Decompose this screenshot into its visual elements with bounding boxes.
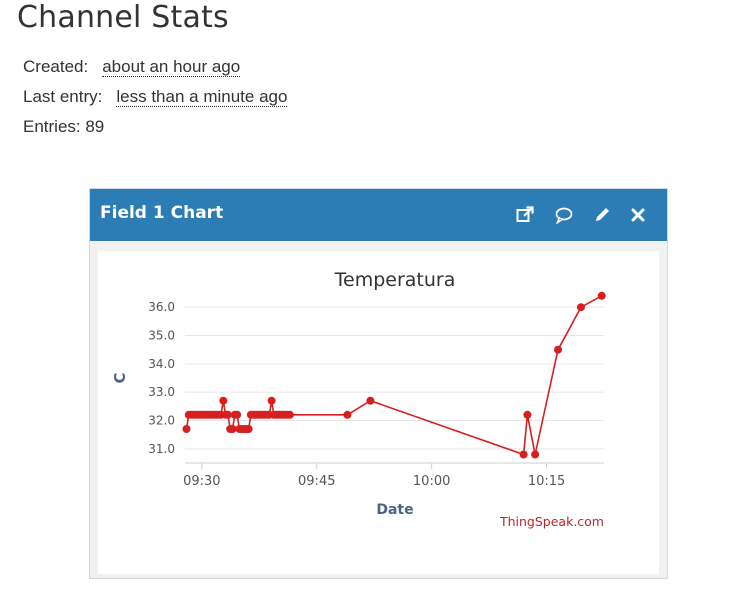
data-point[interactable]: [597, 291, 606, 300]
entries-count: Entries: 89: [23, 117, 105, 136]
temperature-chart: 31.0 32.0 33.0 34.0 35.0 36.0 09:30 09:45 10:00…: [111, 269, 606, 529]
y-tick-label: 34.0: [148, 357, 175, 371]
data-point[interactable]: [554, 345, 562, 354]
panel-header: Field 1 Chart: [90, 189, 667, 241]
panel-title: Field 1 Chart: [100, 203, 224, 223]
pencil-icon[interactable]: [592, 205, 612, 225]
last-entry-value: less than a minute ago: [116, 87, 288, 107]
data-point[interactable]: [233, 410, 242, 419]
created-row: Created: about an hour ago: [23, 52, 287, 82]
page-title: Channel Stats: [17, 0, 229, 35]
channel-stats: Created: about an hour ago Last entry: les…: [23, 52, 288, 142]
x-tick-label: 09:45: [298, 474, 335, 489]
data-point[interactable]: [228, 425, 237, 433]
close-icon[interactable]: [628, 205, 648, 225]
data-point[interactable]: [182, 425, 191, 433]
data-point[interactable]: [366, 396, 375, 405]
created-label: Created:: [23, 57, 89, 76]
x-tick-label: 10:00: [413, 474, 450, 489]
y-tick-label: 32.0: [148, 414, 175, 428]
data-point[interactable]: [223, 410, 232, 419]
x-tick-label: 10:15: [528, 474, 565, 489]
y-tick-label: 35.0: [148, 329, 175, 343]
external-link-icon[interactable]: [515, 205, 535, 225]
data-point[interactable]: [343, 410, 352, 419]
x-axis-label: Date: [376, 502, 413, 518]
data-point[interactable]: [285, 410, 294, 419]
created-value: about an hour ago: [102, 57, 241, 77]
thingspeak-credit[interactable]: ThingSpeak.com: [499, 514, 604, 529]
chart-area: 31.0 32.0 33.0 34.0 35.0 36.0 09:30 09:45 10:00…: [98, 251, 659, 574]
last-entry-row: Last entry: less than a minute ago: [23, 82, 288, 112]
y-tick-label: 33.0: [148, 385, 175, 399]
data-point[interactable]: [219, 396, 228, 405]
y-tick-label: 36.0: [148, 300, 175, 314]
comment-icon[interactable]: [554, 205, 574, 225]
x-tick-label: 09:30: [183, 474, 220, 489]
last-entry-label: Last entry:: [23, 87, 103, 106]
entries-row: Entries: 89: [23, 112, 287, 142]
y-tick-label: 31.0: [148, 442, 175, 456]
data-point[interactable]: [267, 396, 276, 405]
data-point[interactable]: [531, 450, 540, 459]
chart-title: Temperatura: [334, 269, 456, 291]
data-point[interactable]: [519, 450, 528, 459]
data-point[interactable]: [577, 303, 585, 312]
data-point[interactable]: [244, 425, 253, 433]
data-point[interactable]: [523, 410, 532, 419]
y-axis-label: C: [111, 372, 129, 383]
field-chart-panel: Field 1 Chart 3: [89, 188, 668, 579]
